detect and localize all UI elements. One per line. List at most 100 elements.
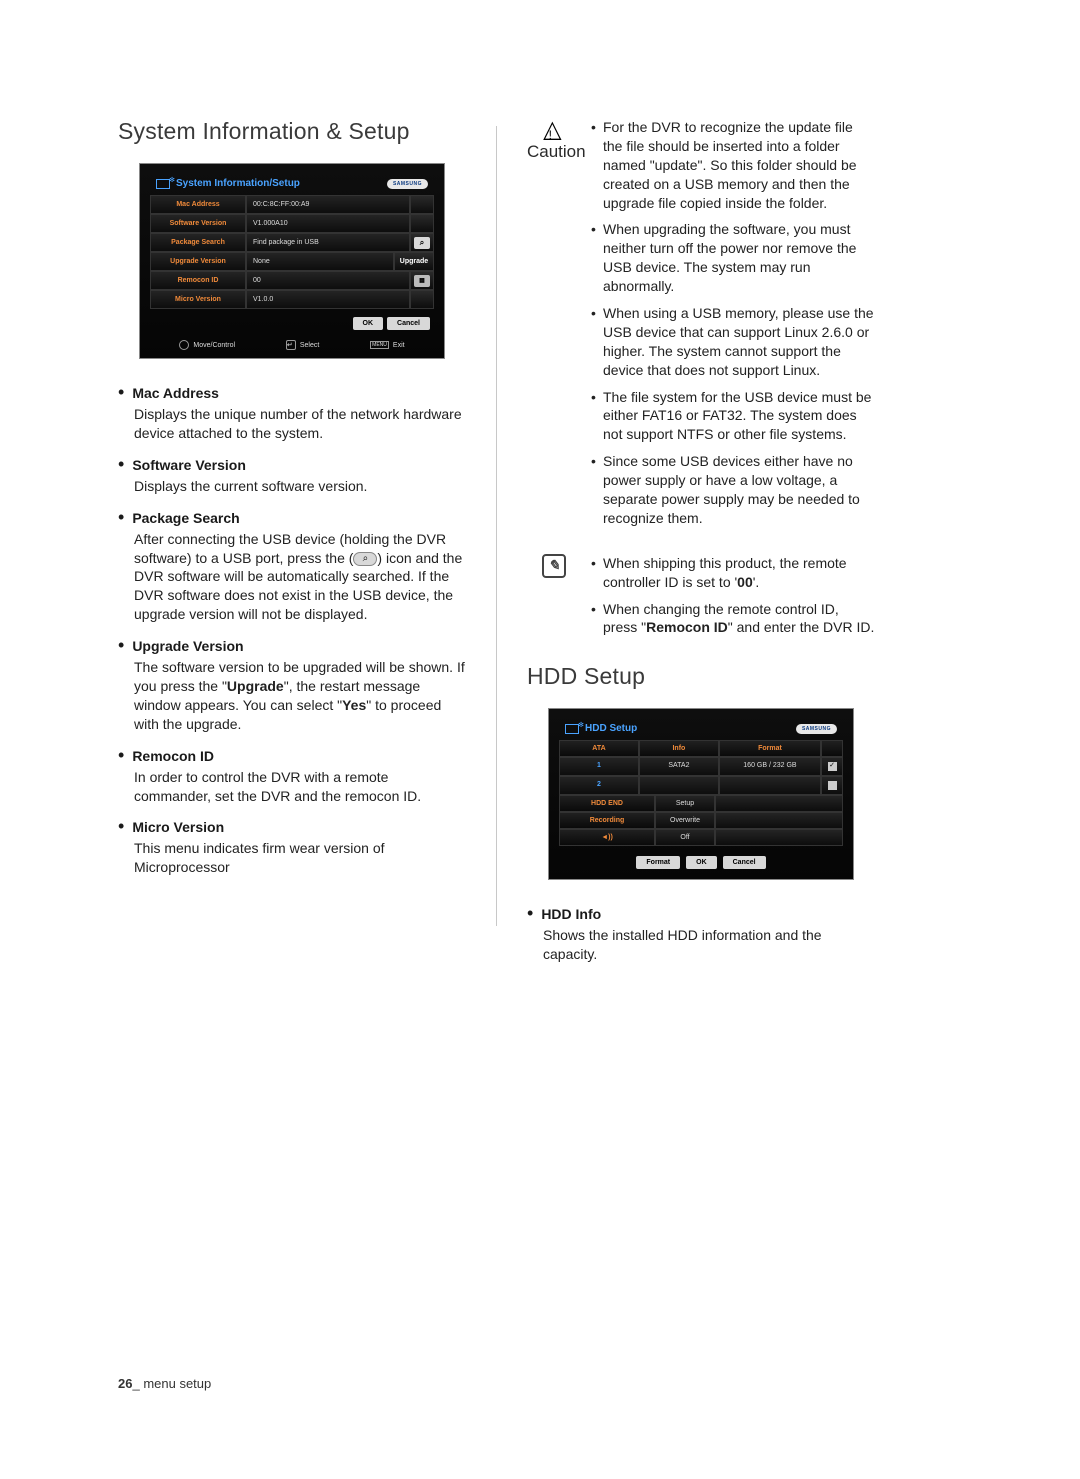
cancel-button[interactable]: Cancel (387, 317, 430, 330)
empty-cell (715, 812, 843, 829)
note-block: ✎ When shipping this product, the remote… (527, 554, 875, 646)
search-icon[interactable]: ⌕ (414, 237, 430, 249)
hdd-sound-row: ◄)) Off (559, 829, 843, 846)
def-mac-head: Mac Address (118, 383, 466, 401)
value-remocon: 00 (246, 271, 410, 290)
note-item-2: When changing the remote control ID, pre… (591, 600, 875, 638)
empty-cell (715, 829, 843, 846)
setup-icon (156, 179, 170, 189)
caution-item-2: When upgrading the software, you must ne… (591, 220, 875, 296)
hdd-sound-value[interactable]: Off (655, 829, 715, 846)
brand-logo: SAMSUNG (387, 179, 428, 189)
caution-item-5: Since some USB devices either have no po… (591, 452, 875, 528)
remocon-keypad-cell[interactable]: ▦ (410, 271, 434, 290)
hdd-panel-title: HDD Setup (585, 723, 637, 734)
note-1a: When shipping this product, the remote c… (603, 555, 847, 590)
hdd-row-2: 2 (559, 776, 843, 795)
def-upg-head: Upgrade Version (118, 636, 466, 654)
note-2b: Remocon ID (646, 619, 728, 635)
note-1b: 00 (737, 574, 753, 590)
hdd-r1-idx: 1 (559, 757, 639, 776)
menu-icon: MENU (370, 341, 389, 349)
row-mac: Mac Address 00:C:8C:FF:00:A9 (150, 195, 434, 214)
enter-icon: ↵ (286, 340, 296, 350)
hdd-r1-check[interactable]: ✓ (821, 757, 843, 776)
label-mac: Mac Address (150, 195, 246, 214)
def-rem-body: In order to control the DVR with a remot… (118, 768, 466, 806)
caution-item-1: For the DVR to recognize the update file… (591, 118, 875, 212)
caution-label: Caution (527, 142, 581, 162)
def-rem-head: Remocon ID (118, 746, 466, 764)
def-upg-d: Yes (342, 697, 366, 713)
note-1c: '. (753, 574, 760, 590)
hdd-recording-row: Recording Overwrite (559, 812, 843, 829)
def-hddinfo-head: HDD Info (527, 904, 875, 922)
hdd-head-info: Info (639, 740, 719, 757)
hdd-end-label: HDD END (559, 795, 655, 812)
row-software: Software Version V1.000A10 (150, 214, 434, 233)
keypad-icon[interactable]: ▦ (414, 275, 430, 287)
label-remocon: Remocon ID (150, 271, 246, 290)
hdd-head-check (821, 740, 843, 757)
upgrade-button[interactable]: Upgrade (394, 252, 434, 271)
empty-cell (410, 290, 434, 309)
value-micro: V1.0.0 (246, 290, 410, 309)
hdd-r2-check[interactable] (821, 776, 843, 795)
hdd-rec-value[interactable]: Overwrite (655, 812, 715, 829)
nav-exit-label: Exit (393, 342, 405, 349)
caution-item-4: The file system for the USB device must … (591, 388, 875, 445)
hdd-table-head: ATA Info Format (559, 740, 843, 757)
setup-icon (565, 724, 579, 734)
row-upgrade: Upgrade Version None Upgrade (150, 252, 434, 271)
hdd-head-ata: ATA (559, 740, 639, 757)
footer-sep: _ (132, 1376, 143, 1391)
system-info-screenshot: System Information/Setup SAMSUNG Mac Add… (139, 163, 445, 359)
empty-cell (410, 195, 434, 214)
nav-move: Move/Control (179, 340, 235, 350)
value-package: Find package in USB (246, 233, 410, 252)
def-upg-b: Upgrade (227, 678, 284, 694)
package-search-cell[interactable]: ⌕ (410, 233, 434, 252)
page-footer: 26_ menu setup (118, 1376, 211, 1391)
hdd-setup-screenshot: HDD Setup SAMSUNG ATA Info Format 1 SATA… (548, 708, 854, 880)
hdd-r2-idx: 2 (559, 776, 639, 795)
value-software: V1.000A10 (246, 214, 410, 233)
section-title-system: System Information & Setup (118, 118, 466, 145)
hdd-r1-info: SATA2 (639, 757, 719, 776)
empty-cell (715, 795, 843, 812)
def-pkg-head: Package Search (118, 508, 466, 526)
format-button[interactable]: Format (636, 856, 680, 869)
nav-select-label: Select (300, 342, 319, 349)
def-mic-body: This menu indicates firm wear version of… (118, 839, 466, 877)
brand-logo: SAMSUNG (796, 724, 837, 734)
nav-select: ↵ Select (286, 340, 319, 350)
note-item-1: When shipping this product, the remote c… (591, 554, 875, 592)
cancel-button[interactable]: Cancel (723, 856, 766, 869)
footer-section: menu setup (143, 1376, 211, 1391)
section-title-hdd: HDD Setup (527, 663, 875, 690)
page-number: 26 (118, 1376, 132, 1391)
def-mac-body: Displays the unique number of the networ… (118, 405, 466, 443)
hdd-end-row: HDD END Setup (559, 795, 843, 812)
caution-icon: △! (527, 118, 581, 142)
def-hddinfo-body: Shows the installed HDD information and … (527, 926, 875, 964)
note-2c: " and enter the DVR ID. (728, 619, 875, 635)
hdd-r2-info (639, 776, 719, 795)
caution-block: △! Caution For the DVR to recognize the … (527, 118, 875, 536)
checkbox-icon[interactable]: ✓ (828, 762, 837, 771)
row-micro: Micro Version V1.0.0 (150, 290, 434, 309)
hdd-rec-label: Recording (559, 812, 655, 829)
row-package: Package Search Find package in USB ⌕ (150, 233, 434, 252)
label-package: Package Search (150, 233, 246, 252)
hdd-r1-fmt: 160 GB / 232 GB (719, 757, 821, 776)
label-upgrade: Upgrade Version (150, 252, 246, 271)
def-soft-head: Software Version (118, 455, 466, 473)
panel-title: System Information/Setup (176, 178, 300, 189)
ok-button[interactable]: OK (686, 856, 717, 869)
hdd-row-1: 1 SATA2 160 GB / 232 GB ✓ (559, 757, 843, 776)
checkbox-icon[interactable] (828, 781, 837, 790)
label-micro: Micro Version (150, 290, 246, 309)
hdd-end-value[interactable]: Setup (655, 795, 715, 812)
ok-button[interactable]: OK (353, 317, 384, 330)
hdd-sound-label: ◄)) (559, 829, 655, 846)
